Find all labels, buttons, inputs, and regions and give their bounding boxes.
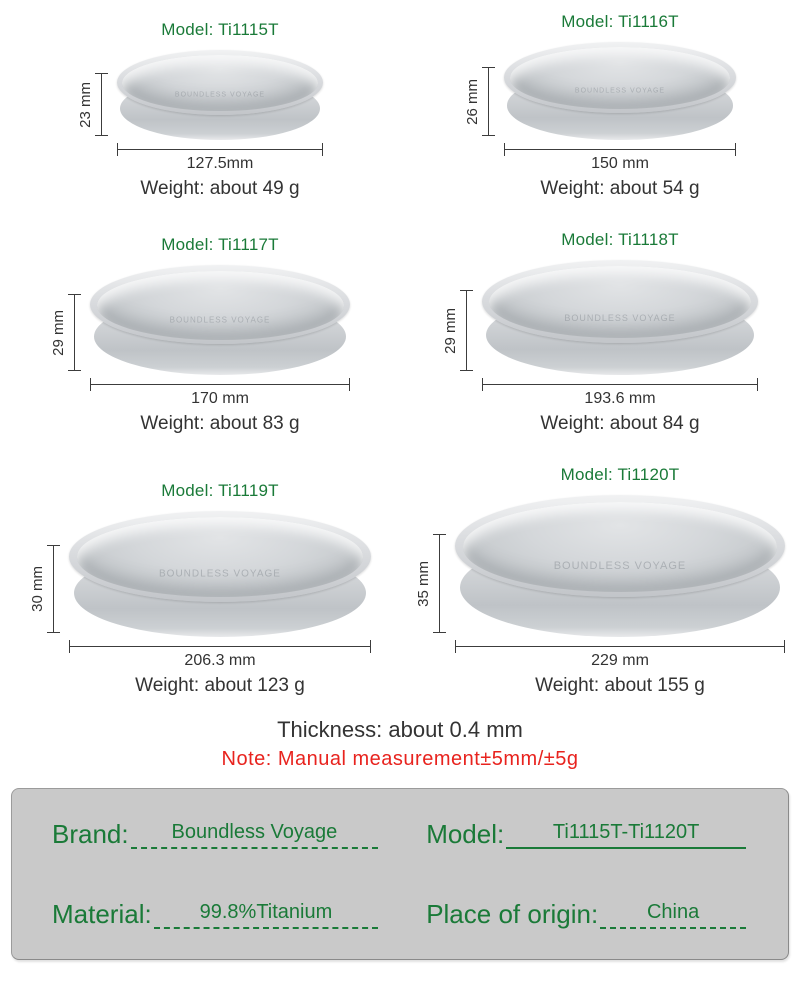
plate-model-label: Model: Ti1115T: [161, 20, 279, 39]
height-dimension-line: [95, 73, 108, 136]
plate-model-label: Model: Ti1117T: [161, 235, 279, 254]
height-dimension: 29 mm: [50, 294, 81, 371]
plate-logo-text: Boundless Voyage: [574, 87, 666, 95]
diameter-label: 170 mm: [191, 390, 249, 407]
height-label: 30 mm: [29, 566, 46, 612]
plate-column: Model: Ti1116T Boundless Voyage 150 mm Weig…: [504, 12, 736, 200]
plate-card: 30 mm Model: Ti1119T Boundless Voyage 206.3…: [29, 481, 371, 697]
thickness-text: Thickness: about 0.4 mm: [277, 717, 523, 742]
plate-logo-text: Boundless Voyage: [169, 315, 271, 325]
plate-model-label: Model: Ti1118T: [561, 230, 679, 249]
plate-column: Model: Ti1115T Boundless Voyage 127.5mm Wei…: [117, 20, 323, 200]
plate-interior: [463, 502, 777, 592]
diameter-dimension-line: [455, 640, 785, 653]
weight-label: Weight: about 54 g: [540, 178, 700, 199]
plate-interior: [509, 46, 731, 109]
diameter-label: 127.5mm: [186, 155, 254, 172]
model-field: Model: Ti1115T-Ti1120T: [426, 815, 746, 849]
plate-image: Boundless Voyage: [117, 50, 323, 140]
plate-card: 29 mm Model: Ti1117T Boundless Voyage 170 m…: [50, 235, 350, 435]
height-dimension-line: [47, 545, 60, 633]
plate-model-label: Model: Ti1119T: [161, 481, 279, 500]
plate-interior: [122, 54, 318, 112]
plate-column: Model: Ti1118T Boundless Voyage 193.6 mm We…: [482, 230, 758, 435]
plate-column: Model: Ti1120T Boundless Voyage 229 mm Weig…: [455, 465, 785, 697]
diameter-dimension-line: [482, 378, 758, 391]
plate-interior: [96, 270, 344, 340]
diameter-dimension-line: [504, 143, 736, 156]
height-label: 29 mm: [442, 307, 459, 354]
plate-card: 26 mm Model: Ti1116T Boundless Voyage 150 m…: [464, 12, 736, 200]
weight-label: Weight: about 83 g: [140, 413, 300, 434]
diameter-label: 193.6 mm: [584, 390, 656, 407]
plate-image: Boundless Voyage: [455, 495, 785, 637]
diameter-label: 150 mm: [591, 155, 649, 172]
material-underline: 99.8%Titanium: [153, 895, 379, 929]
origin-label: Place of origin:: [426, 899, 599, 930]
height-dimension-line: [68, 294, 81, 371]
plate-logo-text: Boundless Voyage: [159, 568, 281, 580]
height-label: 26 mm: [464, 78, 481, 125]
plate-image: Boundless Voyage: [504, 42, 736, 140]
model-label: Model:: [426, 819, 505, 850]
plate-image: Boundless Voyage: [69, 511, 371, 637]
material-label: Material:: [52, 899, 152, 930]
diameter-dimension-line: [90, 378, 350, 391]
height-dimension: 29 mm: [442, 290, 473, 371]
diameter-dimension-line: [117, 143, 323, 156]
height-dimension-line: [433, 534, 446, 633]
plate-image: Boundless Voyage: [482, 260, 758, 375]
height-label: 29 mm: [50, 309, 67, 356]
diameter-label: 206.3 mm: [184, 652, 256, 669]
brand-underline: Boundless Voyage: [130, 815, 379, 849]
material-field: Material: 99.8%Titanium: [52, 895, 379, 930]
weight-label: Weight: about 49 g: [140, 178, 300, 199]
origin-underline: China: [600, 895, 746, 929]
weight-label: Weight: about 155 g: [535, 675, 705, 696]
brand-field: Brand: Boundless Voyage: [52, 815, 379, 850]
height-dimension-line: [482, 67, 495, 136]
origin-field: Place of origin: China: [426, 895, 746, 929]
origin-value: China: [646, 901, 700, 923]
plates-grid: 23 mm Model: Ti1115T Boundless Voyage 127.5…: [0, 12, 800, 697]
plate-interior: [76, 517, 364, 597]
height-dimension: 23 mm: [77, 73, 108, 136]
brand-label: Brand:: [52, 819, 129, 850]
plate-logo-text: Boundless Voyage: [564, 312, 676, 323]
height-dimension: 30 mm: [29, 545, 60, 633]
plate-card: 29 mm Model: Ti1118T Boundless Voyage 193.6…: [442, 230, 758, 435]
diameter-label: 229 mm: [591, 652, 649, 669]
height-dimension: 26 mm: [464, 67, 495, 136]
height-label: 35 mm: [415, 560, 432, 607]
note-text: Note: Manual measurement±5mm/±5g: [221, 748, 579, 770]
plate-model-label: Model: Ti1116T: [561, 12, 679, 31]
info-panel: Brand: Boundless Voyage Model: Ti1115T-T…: [11, 788, 789, 960]
plate-interior: [488, 265, 752, 339]
plate-column: Model: Ti1117T Boundless Voyage 170 mm Weig…: [90, 235, 350, 435]
weight-label: Weight: about 123 g: [135, 675, 305, 696]
height-dimension: 35 mm: [415, 534, 446, 633]
weight-label: Weight: about 84 g: [540, 413, 700, 434]
height-dimension-line: [460, 290, 473, 371]
model-underline: Ti1115T-Ti1120T: [506, 815, 746, 849]
plate-card: 35 mm Model: Ti1120T Boundless Voyage 229 m…: [415, 465, 785, 697]
plate-logo-text: Boundless Voyage: [174, 91, 266, 99]
height-label: 23 mm: [77, 81, 94, 128]
material-value: 99.8%Titanium: [199, 901, 333, 923]
plate-logo-text: Boundless Voyage: [553, 560, 687, 572]
model-value: Ti1115T-Ti1120T: [552, 821, 700, 843]
plate-card: 23 mm Model: Ti1115T Boundless Voyage 127.5…: [77, 20, 323, 200]
brand-value: Boundless Voyage: [171, 821, 338, 843]
plate-model-label: Model: Ti1120T: [560, 465, 680, 484]
diameter-dimension-line: [69, 640, 371, 653]
plate-image: Boundless Voyage: [90, 265, 350, 375]
plate-column: Model: Ti1119T Boundless Voyage 206.3 mm We…: [69, 481, 371, 697]
